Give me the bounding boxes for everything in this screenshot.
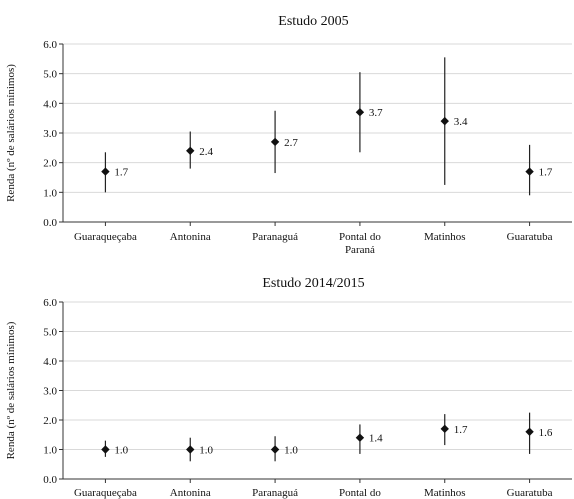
x-tick-label-line: Guaratuba bbox=[507, 231, 553, 243]
y-tick-label: 2.0 bbox=[43, 415, 57, 427]
data-point bbox=[440, 116, 449, 126]
x-tick-label: Paranaguá bbox=[252, 231, 298, 243]
x-tick-label: Guaraqueçaba bbox=[74, 487, 137, 499]
x-tick-label-line: Guaratuba bbox=[507, 487, 553, 499]
data-label: 1.0 bbox=[114, 445, 128, 457]
data-label: 3.7 bbox=[369, 107, 383, 119]
data-point bbox=[186, 146, 195, 155]
y-axis-label: Renda (nº de salários mínimos) bbox=[5, 64, 17, 202]
y-tick-label: 0.0 bbox=[43, 474, 57, 486]
x-tick-label-line: Pontal do bbox=[339, 487, 381, 499]
x-tick-label-line: Paraná bbox=[345, 244, 375, 256]
data-label: 1.0 bbox=[199, 445, 213, 457]
data-label: 1.7 bbox=[539, 167, 553, 179]
data-point bbox=[186, 445, 195, 454]
chart-panel-2: Estudo 2014/2015 0.0 1.0 2.0 3.0 4.0 5.0 6.0 Ren… bbox=[5, 276, 572, 499]
x-tick-label: Guaraqueçaba bbox=[74, 231, 137, 243]
chart-panel-1: Estudo 2005 0.0 1.0 2.0 3.0 4.0 5.0 6.0 Renda (n… bbox=[5, 14, 572, 256]
data-label: 1.7 bbox=[454, 424, 468, 436]
x-tick-label-line: Guaraqueçaba bbox=[74, 231, 137, 243]
y-tick-label: 3.0 bbox=[43, 386, 57, 398]
x-tick-label-line: Matinhos bbox=[424, 487, 466, 499]
x-tick-label: Guaratuba bbox=[507, 487, 553, 499]
data-label: 2.4 bbox=[199, 146, 213, 158]
x-tick-label: Paranaguá bbox=[252, 487, 298, 499]
data-label: 1.0 bbox=[284, 445, 298, 457]
data-point bbox=[355, 433, 365, 442]
x-tick-label-line: Antonina bbox=[170, 487, 211, 499]
y-tick-label: 5.0 bbox=[43, 69, 57, 81]
x-tick-label-line: Matinhos bbox=[424, 231, 466, 243]
y-tick-label: 6.0 bbox=[43, 297, 57, 309]
data-point bbox=[355, 108, 365, 117]
y-tick-label: 3.0 bbox=[43, 128, 57, 140]
x-tick-label: Matinhos bbox=[424, 487, 466, 499]
x-tick-label-line: Antonina bbox=[170, 231, 211, 243]
x-tick-label: Pontal do Paraná bbox=[339, 231, 381, 256]
y-tick-label: 6.0 bbox=[43, 39, 57, 51]
y-tick-label: 1.0 bbox=[43, 445, 57, 457]
chart-title: Estudo 2014/2015 bbox=[262, 276, 364, 291]
x-tick-label: Antonina bbox=[170, 231, 211, 243]
data-point bbox=[270, 137, 280, 147]
x-tick-label: Guaratuba bbox=[507, 231, 553, 243]
y-tick-label: 2.0 bbox=[43, 158, 57, 170]
chart-title: Estudo 2005 bbox=[278, 14, 348, 29]
data-point bbox=[270, 445, 280, 454]
data-label: 3.4 bbox=[454, 116, 468, 128]
x-tick-label: Matinhos bbox=[424, 231, 466, 243]
x-tick-label-line: Paranaguá bbox=[252, 231, 298, 243]
y-tick-label: 4.0 bbox=[43, 356, 57, 368]
data-point bbox=[440, 424, 449, 434]
y-axis-label: Renda (nº de salários mínimos) bbox=[5, 321, 17, 459]
x-tick-label-line: Paranaguá bbox=[252, 487, 298, 499]
y-tick-label: 5.0 bbox=[43, 327, 57, 339]
y-tick-label: 0.0 bbox=[43, 217, 57, 229]
y-tick-label: 4.0 bbox=[43, 98, 57, 110]
y-tick-label: 1.0 bbox=[43, 187, 57, 199]
data-point bbox=[525, 427, 534, 436]
data-point bbox=[525, 167, 534, 176]
x-tick-label: Antonina bbox=[170, 487, 211, 499]
data-label: 1.7 bbox=[114, 167, 128, 179]
x-tick-label: Pontal do bbox=[339, 487, 381, 499]
x-tick-label-line: Pontal do bbox=[339, 231, 381, 243]
x-tick-label-line: Guaraqueçaba bbox=[74, 487, 137, 499]
data-label: 1.4 bbox=[369, 433, 383, 445]
data-label: 2.7 bbox=[284, 137, 298, 149]
data-point bbox=[101, 167, 110, 176]
data-label: 1.6 bbox=[539, 427, 553, 439]
data-point bbox=[101, 445, 110, 454]
